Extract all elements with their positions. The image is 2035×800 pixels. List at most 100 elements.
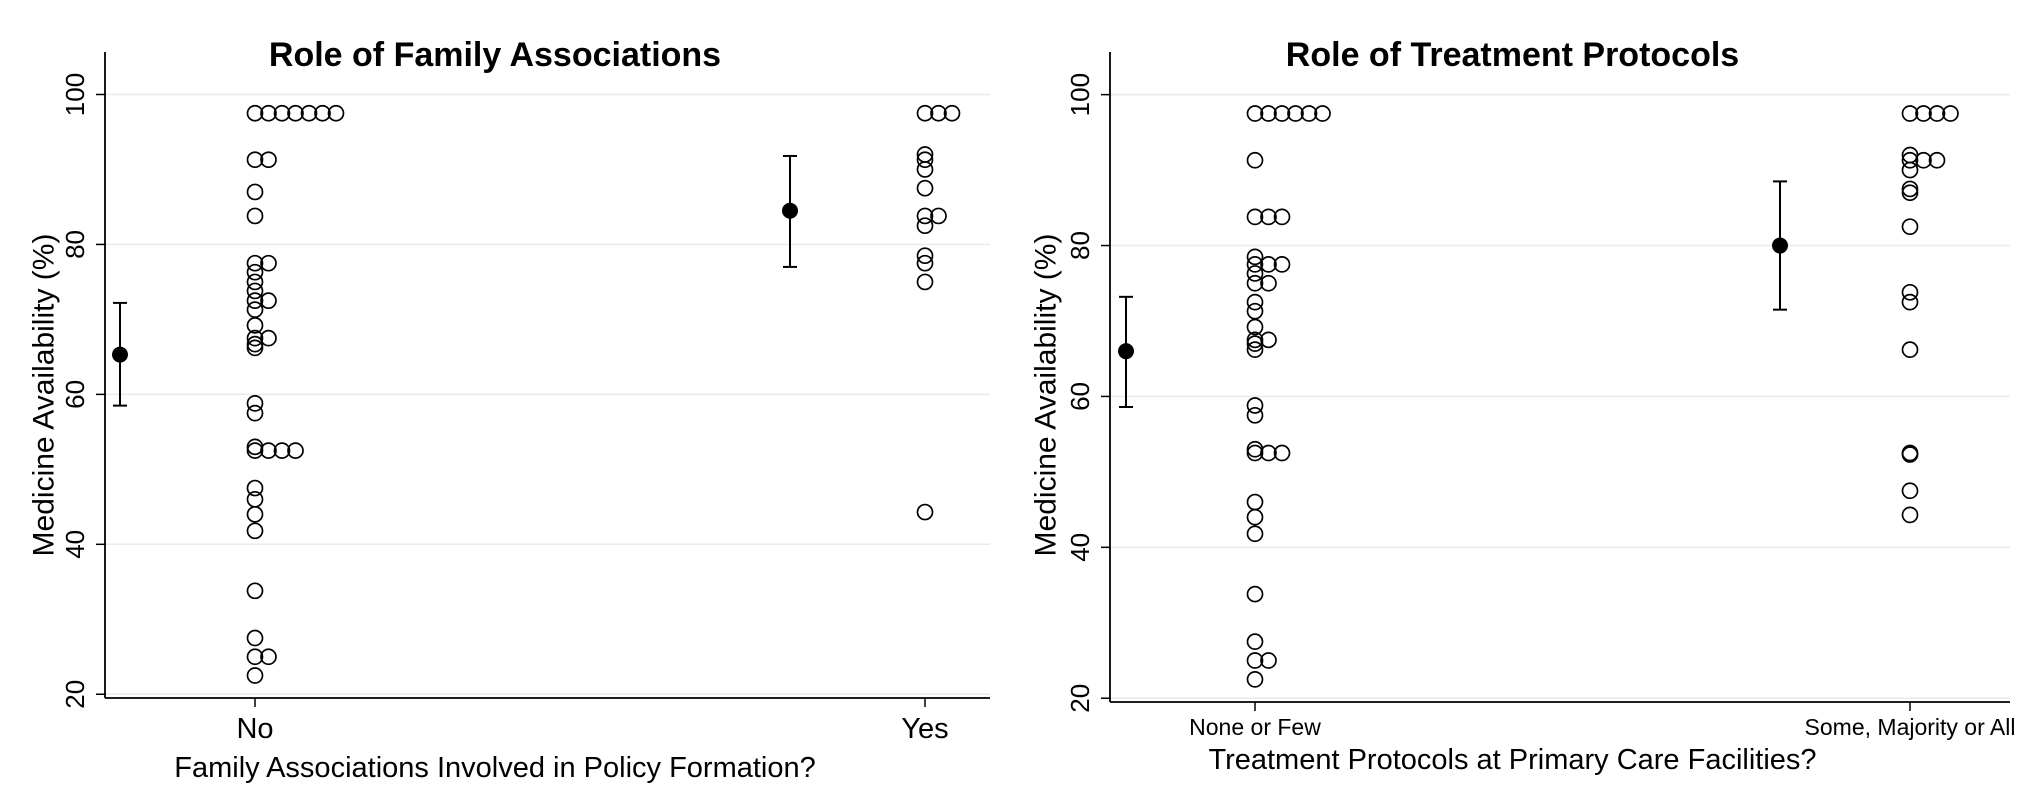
data-point [246, 629, 264, 647]
data-point [1260, 444, 1277, 462]
data-point [1246, 331, 1264, 349]
x-tick-label: None or Few [1189, 714, 1321, 740]
data-point [260, 151, 277, 169]
data-point [287, 442, 304, 459]
data-point [260, 329, 277, 347]
data-point [916, 104, 934, 122]
data-point [1314, 105, 1331, 122]
data-point [1246, 341, 1264, 359]
data-point [916, 254, 934, 272]
y-tick-label: 40 [1065, 533, 1095, 562]
data-point [246, 404, 264, 422]
data-point [246, 582, 264, 600]
data-point [246, 254, 264, 272]
data-point [246, 479, 264, 497]
chart-title: Role of Family Associations [268, 36, 722, 74]
data-point [246, 301, 264, 319]
data-point [260, 442, 277, 459]
data-point [246, 292, 264, 310]
data-point [1901, 151, 1919, 169]
chart-panel-family-associations: Role of Family Associations Family Assoc… [0, 0, 1000, 800]
data-point [260, 648, 277, 666]
data-point [1246, 151, 1264, 169]
data-point [916, 273, 934, 291]
data-point [246, 395, 264, 412]
x-axis-label: Family Associations Involved in Policy F… [174, 752, 816, 784]
data-point [1246, 397, 1264, 414]
data-point [1246, 493, 1264, 511]
data-point [1246, 444, 1264, 462]
y-tick-label: 60 [1065, 382, 1095, 411]
data-point [916, 161, 934, 178]
data-point [1273, 256, 1291, 273]
data-point [1901, 506, 1919, 524]
y-tick-label: 80 [60, 230, 90, 259]
y-tick-label: 60 [60, 380, 90, 409]
data-point [273, 442, 291, 459]
data-point [1260, 208, 1277, 226]
data-point [1901, 180, 1919, 198]
data-point [1246, 585, 1264, 603]
data-point [943, 104, 961, 122]
y-tick-label: 20 [1065, 684, 1095, 713]
data-point [1246, 508, 1264, 526]
x-axis-label: Treatment Protocols at Primary Care Faci… [1208, 744, 1817, 776]
data-point [246, 317, 264, 334]
data-point [287, 104, 304, 122]
x-tick-label: Yes [901, 713, 948, 745]
data-point [1246, 652, 1264, 669]
data-point [1915, 105, 1932, 122]
mean-point [1772, 237, 1788, 254]
x-tick-label: No [236, 713, 273, 745]
chart-plot-area: 20 40 60 80 100 Medicine Availability (%) None… [1030, 52, 2015, 740]
mean-point [112, 346, 128, 363]
data-point [916, 217, 934, 235]
data-point [246, 207, 264, 225]
data-point [314, 104, 331, 122]
data-point [1901, 446, 1919, 463]
data-point [1246, 274, 1264, 292]
data-point [246, 263, 264, 281]
data-point [1260, 105, 1277, 122]
y-axis-label: Medicine Availability (%) [28, 234, 61, 557]
data-point [1901, 218, 1919, 236]
data-point [260, 254, 277, 272]
data-point [930, 207, 947, 225]
data-point [1901, 184, 1919, 202]
data-point [1901, 161, 1919, 179]
y-tick-label: 80 [1065, 231, 1095, 260]
data-point [246, 522, 264, 540]
mean-point [1118, 343, 1134, 360]
data-point [1942, 105, 1959, 122]
data-point [1246, 671, 1264, 688]
data-point [1246, 248, 1264, 266]
data-point [246, 505, 264, 523]
chart-plot-area: 20 40 60 80 100 Medicine Availability (%) No Ye… [28, 52, 1000, 745]
data-point [246, 104, 264, 122]
data-point [246, 339, 264, 357]
data-point [260, 292, 277, 310]
data-point [916, 151, 934, 169]
mean-point [782, 202, 798, 219]
data-point [1246, 335, 1264, 352]
data-point [1260, 256, 1277, 273]
data-point [1273, 208, 1291, 226]
data-point [1901, 482, 1919, 500]
data-point [1901, 283, 1919, 301]
data-point [1300, 105, 1318, 122]
data-point [246, 442, 264, 459]
data-point [930, 104, 947, 122]
y-axis-label: Medicine Availability (%) [1030, 234, 1063, 557]
data-point [1928, 105, 1946, 122]
data-point [1273, 444, 1291, 462]
chart-title: Role of Treatment Protocols [1285, 36, 1740, 74]
data-point [916, 207, 934, 225]
chart-panel-treatment-protocols: Role of Treatment Protocols Treatment Pr… [990, 0, 2035, 800]
data-point [246, 282, 264, 300]
data-point [1901, 105, 1919, 122]
data-point [916, 247, 934, 265]
data-point [1287, 105, 1304, 122]
data-point [1273, 105, 1291, 122]
data-point [246, 490, 264, 508]
data-point [1260, 274, 1277, 292]
